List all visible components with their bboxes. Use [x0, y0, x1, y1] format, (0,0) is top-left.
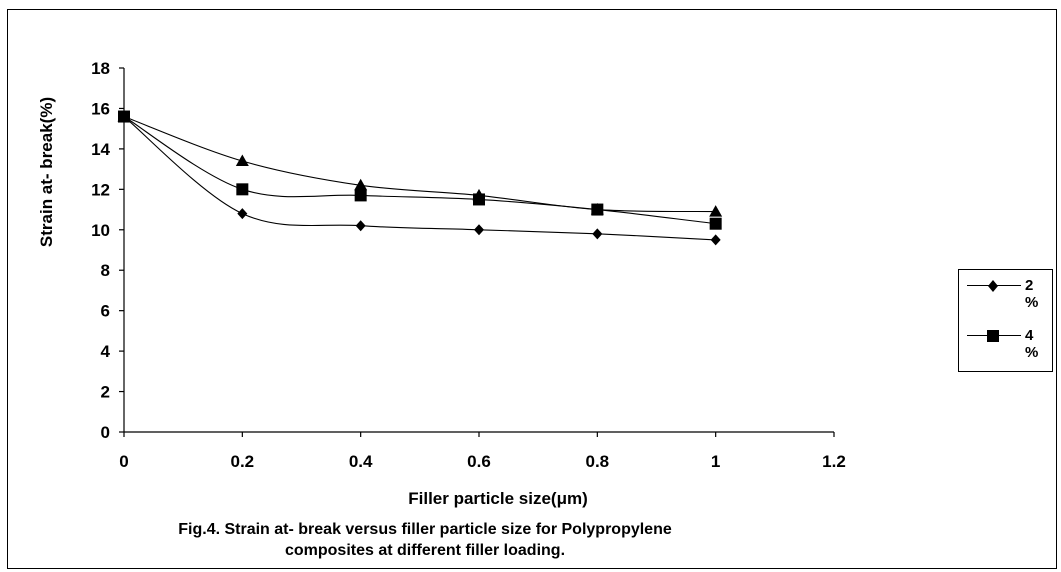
legend-label: 4 % [1025, 327, 1039, 361]
axes: 0 2 4 6 8 10 12 14 16 18 0 0.2 0.4 0.6 0.8 1 1.2 [91, 59, 846, 471]
square-marker [236, 183, 249, 196]
legend-entry-4-percent: 4 % [959, 320, 1054, 370]
series-line [123, 116, 716, 213]
y-axis-title: Strain at- break(%) [37, 97, 56, 247]
y-tick-label: 2 [101, 383, 110, 402]
legend-label: 2 % [1025, 277, 1039, 311]
y-tick-label: 0 [101, 423, 110, 442]
series-layer [117, 110, 723, 246]
square-marker-icon [987, 330, 999, 342]
diamond-marker [237, 208, 248, 220]
legend-entry-2-percent: 2 % [959, 270, 1054, 320]
series-triangle [117, 110, 723, 217]
y-tick-label: 12 [91, 180, 110, 199]
series-square [118, 110, 722, 230]
chart-frame [7, 9, 1057, 569]
y-tick-label: 10 [91, 221, 110, 240]
y-tick-label: 6 [101, 302, 110, 321]
x-tick-label: 0.2 [231, 452, 255, 471]
x-tick-label: 0 [119, 452, 128, 471]
figure-caption-line-2: composites at different filler loading. [284, 542, 566, 559]
square-marker [709, 217, 722, 230]
triangle-marker [709, 205, 723, 217]
y-tick-label: 18 [91, 59, 110, 78]
triangle-marker [590, 203, 604, 215]
y-tick-label: 8 [101, 261, 110, 280]
series-line [123, 116, 716, 241]
diamond-marker [355, 220, 366, 232]
diamond-marker [710, 234, 721, 246]
y-tick-label: 14 [91, 140, 110, 159]
diamond-marker [474, 224, 484, 236]
y-tick-label: 4 [101, 342, 111, 361]
x-tick-label: 1.2 [822, 452, 846, 471]
triangle-marker [117, 110, 131, 122]
x-axis-title: Filler particle size(μm) [408, 489, 588, 508]
triangle-marker [472, 188, 486, 201]
x-tick-label: 0.4 [349, 452, 373, 471]
diamond-marker [592, 228, 603, 240]
legend: 2 % 4 % [958, 269, 1053, 372]
square-marker [354, 189, 367, 202]
x-tick-label: 0.8 [586, 452, 610, 471]
x-tick-label: 1 [711, 452, 720, 471]
series-line [123, 116, 716, 225]
series-diamond [119, 111, 721, 246]
triangle-marker [354, 178, 368, 191]
triangle-marker [235, 154, 249, 167]
y-tick-label: 16 [91, 99, 110, 118]
figure-caption-line-1: Fig.4. Strain at- break versus filler pa… [178, 521, 672, 538]
diamond-marker-icon [988, 280, 998, 292]
x-tick-label: 0.6 [467, 452, 491, 471]
